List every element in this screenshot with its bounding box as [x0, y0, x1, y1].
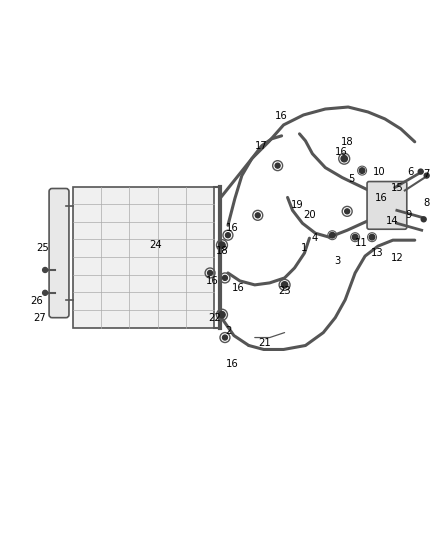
Text: 27: 27 [33, 313, 46, 322]
Circle shape [255, 213, 260, 218]
Circle shape [219, 311, 225, 318]
Circle shape [369, 235, 375, 240]
Circle shape [42, 290, 48, 295]
FancyBboxPatch shape [367, 182, 407, 229]
Text: 3: 3 [334, 256, 340, 266]
Circle shape [329, 232, 335, 238]
Circle shape [223, 276, 227, 280]
Text: 14: 14 [385, 216, 398, 227]
Text: 25: 25 [37, 243, 49, 253]
Circle shape [421, 217, 426, 222]
Text: 17: 17 [255, 141, 268, 151]
Text: 16: 16 [335, 147, 348, 157]
Text: 12: 12 [391, 253, 403, 263]
Circle shape [359, 168, 365, 173]
FancyBboxPatch shape [49, 189, 69, 318]
Circle shape [352, 235, 358, 240]
Text: 11: 11 [355, 238, 367, 248]
Text: 16: 16 [374, 193, 387, 204]
Text: 9: 9 [406, 211, 412, 220]
Circle shape [418, 169, 423, 174]
Text: 8: 8 [424, 198, 430, 208]
Text: 16: 16 [232, 283, 244, 293]
Text: 1: 1 [301, 243, 307, 253]
Text: 16: 16 [226, 223, 238, 233]
Text: 19: 19 [291, 200, 304, 211]
Text: 18: 18 [341, 137, 353, 147]
Text: 23: 23 [278, 286, 291, 296]
Text: 5: 5 [348, 174, 354, 183]
Circle shape [226, 233, 230, 238]
Text: 26: 26 [30, 296, 42, 306]
Circle shape [42, 268, 48, 272]
Text: 7: 7 [424, 168, 430, 179]
Circle shape [208, 270, 212, 276]
Circle shape [275, 163, 280, 168]
Text: 22: 22 [208, 313, 221, 322]
Circle shape [223, 335, 227, 340]
Text: 15: 15 [391, 183, 403, 193]
Circle shape [345, 209, 350, 214]
Text: 24: 24 [149, 240, 162, 250]
Text: 18: 18 [215, 246, 228, 256]
Text: 16: 16 [226, 359, 238, 369]
Text: 21: 21 [258, 337, 271, 348]
Text: 4: 4 [311, 233, 318, 243]
Bar [73, 187, 214, 328]
Text: 16: 16 [206, 276, 219, 286]
Circle shape [219, 242, 225, 248]
Circle shape [281, 282, 288, 288]
Text: 20: 20 [303, 211, 316, 220]
Text: 16: 16 [275, 111, 288, 121]
Text: 13: 13 [371, 248, 383, 258]
Text: 6: 6 [408, 167, 414, 176]
Text: 10: 10 [373, 167, 385, 176]
Circle shape [341, 156, 347, 162]
Text: 2: 2 [225, 326, 231, 336]
Circle shape [424, 173, 429, 178]
